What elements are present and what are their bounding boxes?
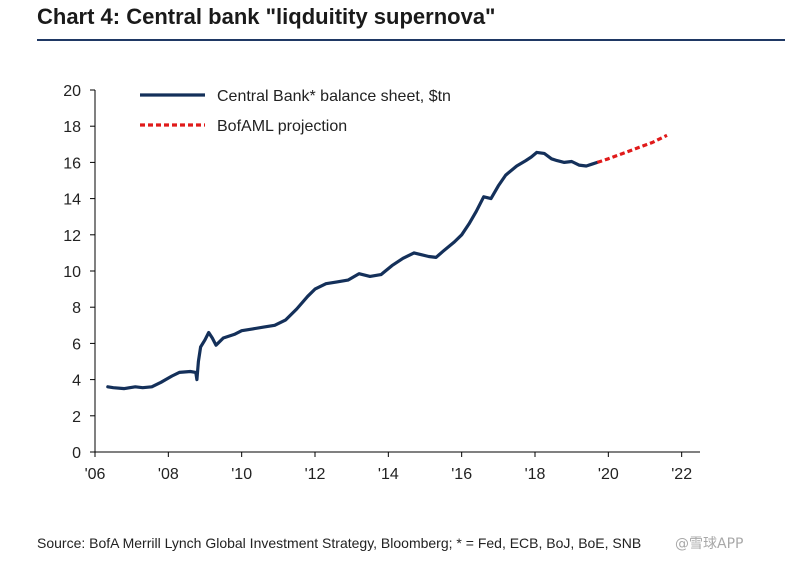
y-tick-label: 18 <box>63 119 81 136</box>
y-tick-label: 20 <box>63 83 81 100</box>
chart-legend: Central Bank* balance sheet, $tn BofAML p… <box>140 88 451 135</box>
balance-sheet-line <box>106 150 599 391</box>
x-tick-label: '16 <box>451 466 472 483</box>
x-tick-label: '12 <box>305 466 326 483</box>
y-tick-label: 6 <box>72 336 81 353</box>
title-divider <box>37 39 785 41</box>
x-tick-label: '18 <box>525 466 546 483</box>
x-tick-label: '20 <box>598 466 619 483</box>
y-tick-label: 4 <box>72 373 81 390</box>
y-tick-label: 2 <box>72 409 81 426</box>
x-tick-label: '10 <box>231 466 252 483</box>
x-tick-label: '06 <box>85 466 106 483</box>
y-tick-label: 14 <box>63 192 81 209</box>
x-tick-label: '22 <box>671 466 692 483</box>
watermark: @雪球APP <box>675 536 744 552</box>
chart-series <box>106 133 668 391</box>
legend-label-balance-sheet: Central Bank* balance sheet, $tn <box>217 88 451 105</box>
chart-axes: 0 2 4 6 8 10 12 14 16 18 20 '06 '08 '10 '12 '14 '16 '18 '2… <box>63 83 700 483</box>
source-note: Source: BofA Merrill Lynch Global Invest… <box>37 535 642 551</box>
y-tick-label: 0 <box>72 445 81 462</box>
y-tick-label: 12 <box>63 228 81 245</box>
x-tick-label: '14 <box>378 466 399 483</box>
y-tick-label: 16 <box>63 155 81 172</box>
y-tick-label: 8 <box>72 300 81 317</box>
y-tick-label: 10 <box>63 264 81 281</box>
legend-label-projection: BofAML projection <box>217 118 347 135</box>
projection-line <box>596 133 668 164</box>
x-tick-label: '08 <box>158 466 179 483</box>
chart-title: Chart 4: Central bank "liqduitity supern… <box>37 4 496 29</box>
